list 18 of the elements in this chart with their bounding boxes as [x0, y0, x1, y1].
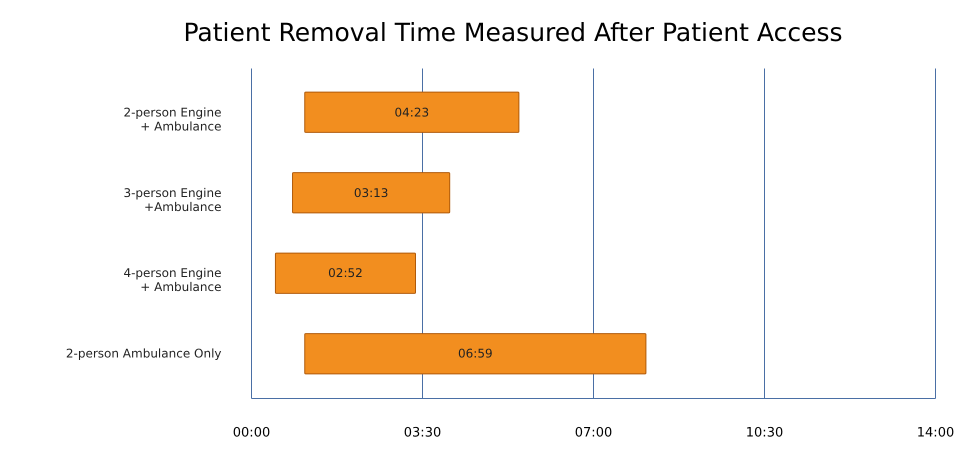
x-tick-label: 03:30 [404, 426, 442, 440]
bar [274, 252, 416, 294]
x-tick-label: 00:00 [232, 426, 270, 440]
data-label: 03:13 [354, 186, 388, 200]
bar [292, 172, 450, 214]
y-tick-label: 2-person Engine + Ambulance [123, 105, 222, 134]
chart-title: Patient Removal Time Measured After Patient Access [183, 18, 843, 47]
x-tick-label: 14:00 [916, 426, 954, 440]
bar [304, 92, 520, 133]
x-tick-label: 07:00 [574, 426, 612, 440]
data-label: 06:59 [458, 346, 493, 361]
bar [304, 333, 646, 374]
y-tick-label: 3-person Engine +Ambulance [123, 186, 222, 214]
y-tick-label: 4-person Engine + Ambulance [123, 266, 222, 294]
x-tick-label: 10:30 [746, 426, 784, 440]
y-tick-label: 2-person Ambulance Only [66, 346, 222, 361]
data-label: 04:23 [394, 105, 430, 120]
data-label: 02:52 [328, 266, 363, 280]
